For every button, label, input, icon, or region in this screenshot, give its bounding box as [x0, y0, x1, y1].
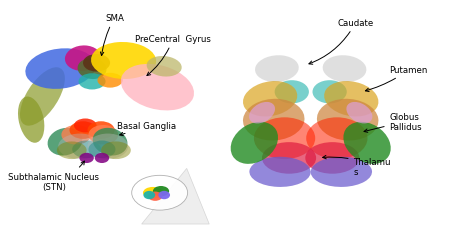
Ellipse shape: [101, 142, 131, 159]
Ellipse shape: [94, 153, 109, 163]
Ellipse shape: [243, 82, 297, 117]
Ellipse shape: [18, 97, 44, 143]
Ellipse shape: [148, 192, 162, 201]
Text: SMA: SMA: [100, 14, 124, 56]
Ellipse shape: [249, 157, 310, 187]
Ellipse shape: [312, 81, 346, 104]
Ellipse shape: [77, 59, 106, 80]
Ellipse shape: [343, 122, 390, 164]
Ellipse shape: [74, 119, 96, 133]
Ellipse shape: [83, 55, 110, 72]
Ellipse shape: [97, 73, 122, 88]
Ellipse shape: [93, 128, 127, 156]
Ellipse shape: [346, 103, 372, 124]
Ellipse shape: [324, 82, 378, 117]
Ellipse shape: [79, 153, 94, 163]
Ellipse shape: [88, 141, 115, 158]
Ellipse shape: [243, 99, 304, 141]
Ellipse shape: [262, 143, 315, 174]
Ellipse shape: [69, 122, 96, 139]
Ellipse shape: [253, 118, 314, 159]
Ellipse shape: [48, 128, 82, 156]
Ellipse shape: [65, 46, 101, 72]
Ellipse shape: [88, 125, 118, 145]
Text: Caudate: Caudate: [308, 18, 373, 65]
Ellipse shape: [57, 142, 87, 159]
Ellipse shape: [91, 43, 156, 80]
Text: Putamen: Putamen: [364, 66, 427, 92]
Ellipse shape: [230, 122, 277, 164]
Ellipse shape: [158, 191, 169, 199]
Ellipse shape: [88, 134, 128, 159]
Ellipse shape: [153, 186, 169, 196]
Ellipse shape: [20, 68, 65, 126]
Ellipse shape: [249, 103, 275, 124]
Text: Subthalamic Nucleus
(STN): Subthalamic Nucleus (STN): [8, 161, 99, 191]
Text: Globus
Pallidus: Globus Pallidus: [363, 112, 421, 133]
Ellipse shape: [255, 56, 298, 83]
Text: Basal Ganglia: Basal Ganglia: [116, 121, 175, 136]
Ellipse shape: [146, 57, 181, 77]
Text: Thalamu
s: Thalamu s: [322, 156, 390, 176]
Ellipse shape: [61, 125, 91, 145]
Ellipse shape: [322, 56, 366, 83]
Ellipse shape: [306, 118, 367, 159]
Ellipse shape: [120, 65, 194, 111]
Ellipse shape: [143, 187, 163, 199]
Ellipse shape: [316, 99, 378, 141]
Polygon shape: [141, 169, 209, 224]
Ellipse shape: [78, 74, 106, 90]
Ellipse shape: [131, 176, 187, 210]
Ellipse shape: [72, 141, 101, 158]
Ellipse shape: [58, 134, 101, 159]
Text: PreCentral  Gyrus: PreCentral Gyrus: [135, 35, 211, 76]
Ellipse shape: [25, 49, 95, 90]
Ellipse shape: [305, 143, 359, 174]
Ellipse shape: [274, 81, 308, 104]
Ellipse shape: [310, 157, 371, 187]
Ellipse shape: [143, 191, 155, 199]
Ellipse shape: [88, 122, 114, 139]
